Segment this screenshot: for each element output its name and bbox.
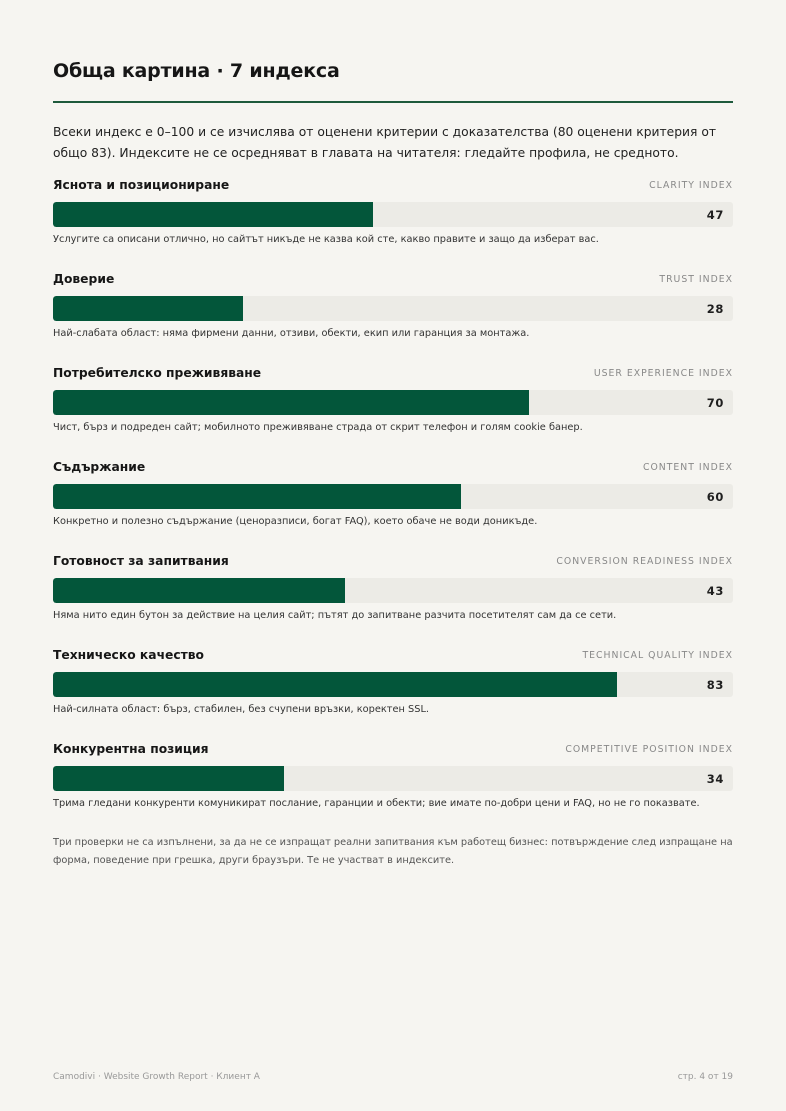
index-description: Конкретно и полезно съдържание (ценоразп… xyxy=(53,516,538,527)
index-item: Съдържание CONTENT INDEX 60 Конкретно и … xyxy=(53,460,733,527)
index-code: CONTENT INDEX xyxy=(642,462,733,473)
index-title: Конкурентна позиция xyxy=(53,742,209,756)
index-code: TECHNICAL QUALITY INDEX xyxy=(582,650,733,661)
footer-report-name: Camodivi · Website Growth Report · Клиен… xyxy=(53,1072,260,1082)
index-score: 47 xyxy=(706,208,724,222)
footnote: Три проверки не са изпълнени, за да не с… xyxy=(53,837,733,866)
index-title: Потребителско преживяване xyxy=(53,366,262,380)
index-bar-track: 47 xyxy=(53,202,733,227)
index-bar-track: 34 xyxy=(53,766,733,791)
index-bar-fill xyxy=(53,390,529,415)
index-code: USER EXPERIENCE INDEX xyxy=(593,368,733,379)
index-bar-fill xyxy=(53,766,284,791)
index-score: 28 xyxy=(706,302,724,316)
index-item: Яснота и позициониране CLARITY INDEX 47 … xyxy=(53,178,733,245)
index-title: Доверие xyxy=(53,272,115,286)
index-header: Съдържание CONTENT INDEX xyxy=(53,460,733,476)
index-code: CONVERSION READINESS INDEX xyxy=(556,556,733,567)
index-bar-track: 70 xyxy=(53,390,733,415)
index-item: Доверие TRUST INDEX 28 Най-слабата облас… xyxy=(53,272,733,339)
index-title: Готовност за запитвания xyxy=(53,554,229,568)
index-description: Най-силната област: бърз, стабилен, без … xyxy=(53,704,430,715)
index-header: Яснота и позициониране CLARITY INDEX xyxy=(53,178,733,194)
title-divider xyxy=(53,101,733,103)
index-item: Техническо качество TECHNICAL QUALITY IN… xyxy=(53,648,733,715)
footer-page-number: стр. 4 от 19 xyxy=(677,1072,733,1082)
index-title: Техническо качество xyxy=(53,648,204,662)
index-code: CLARITY INDEX xyxy=(649,180,733,191)
index-description: Услугите са описани отлично, но сайтът н… xyxy=(53,234,599,245)
index-score: 70 xyxy=(706,396,724,410)
index-item: Готовност за запитвания CONVERSION READI… xyxy=(53,554,733,621)
index-bar-track: 43 xyxy=(53,578,733,603)
page-title: Обща картина · 7 индекса xyxy=(53,60,340,82)
index-item: Конкурентна позиция COMPETITIVE POSITION… xyxy=(53,742,733,809)
index-code: TRUST INDEX xyxy=(659,274,733,285)
index-title: Яснота и позициониране xyxy=(53,178,230,192)
index-code: COMPETITIVE POSITION INDEX xyxy=(565,744,733,755)
index-score: 60 xyxy=(706,490,724,504)
index-bar-fill xyxy=(53,484,461,509)
index-header: Техническо качество TECHNICAL QUALITY IN… xyxy=(53,648,733,664)
index-description: Трима гледани конкуренти комуникират пос… xyxy=(53,798,700,809)
index-bar-track: 28 xyxy=(53,296,733,321)
index-score: 34 xyxy=(706,772,724,786)
index-bar-track: 60 xyxy=(53,484,733,509)
index-title: Съдържание xyxy=(53,460,146,474)
index-description: Чист, бърз и подреден сайт; мобилното пр… xyxy=(53,422,583,433)
intro-paragraph: Всеки индекс е 0–100 и се изчислява от о… xyxy=(53,125,717,160)
index-bar-fill xyxy=(53,672,617,697)
index-header: Доверие TRUST INDEX xyxy=(53,272,733,288)
index-item: Потребителско преживяване USER EXPERIENC… xyxy=(53,366,733,433)
index-bar-fill xyxy=(53,578,345,603)
index-header: Потребителско преживяване USER EXPERIENC… xyxy=(53,366,733,382)
index-header: Конкурентна позиция COMPETITIVE POSITION… xyxy=(53,742,733,758)
index-bar-fill xyxy=(53,202,373,227)
index-header: Готовност за запитвания CONVERSION READI… xyxy=(53,554,733,570)
index-description: Няма нито един бутон за действие на цели… xyxy=(53,610,617,621)
index-score: 83 xyxy=(706,678,724,692)
index-description: Най-слабата област: няма фирмени данни, … xyxy=(53,328,530,339)
index-bar-track: 83 xyxy=(53,672,733,697)
index-score: 43 xyxy=(706,584,724,598)
index-bar-fill xyxy=(53,296,243,321)
